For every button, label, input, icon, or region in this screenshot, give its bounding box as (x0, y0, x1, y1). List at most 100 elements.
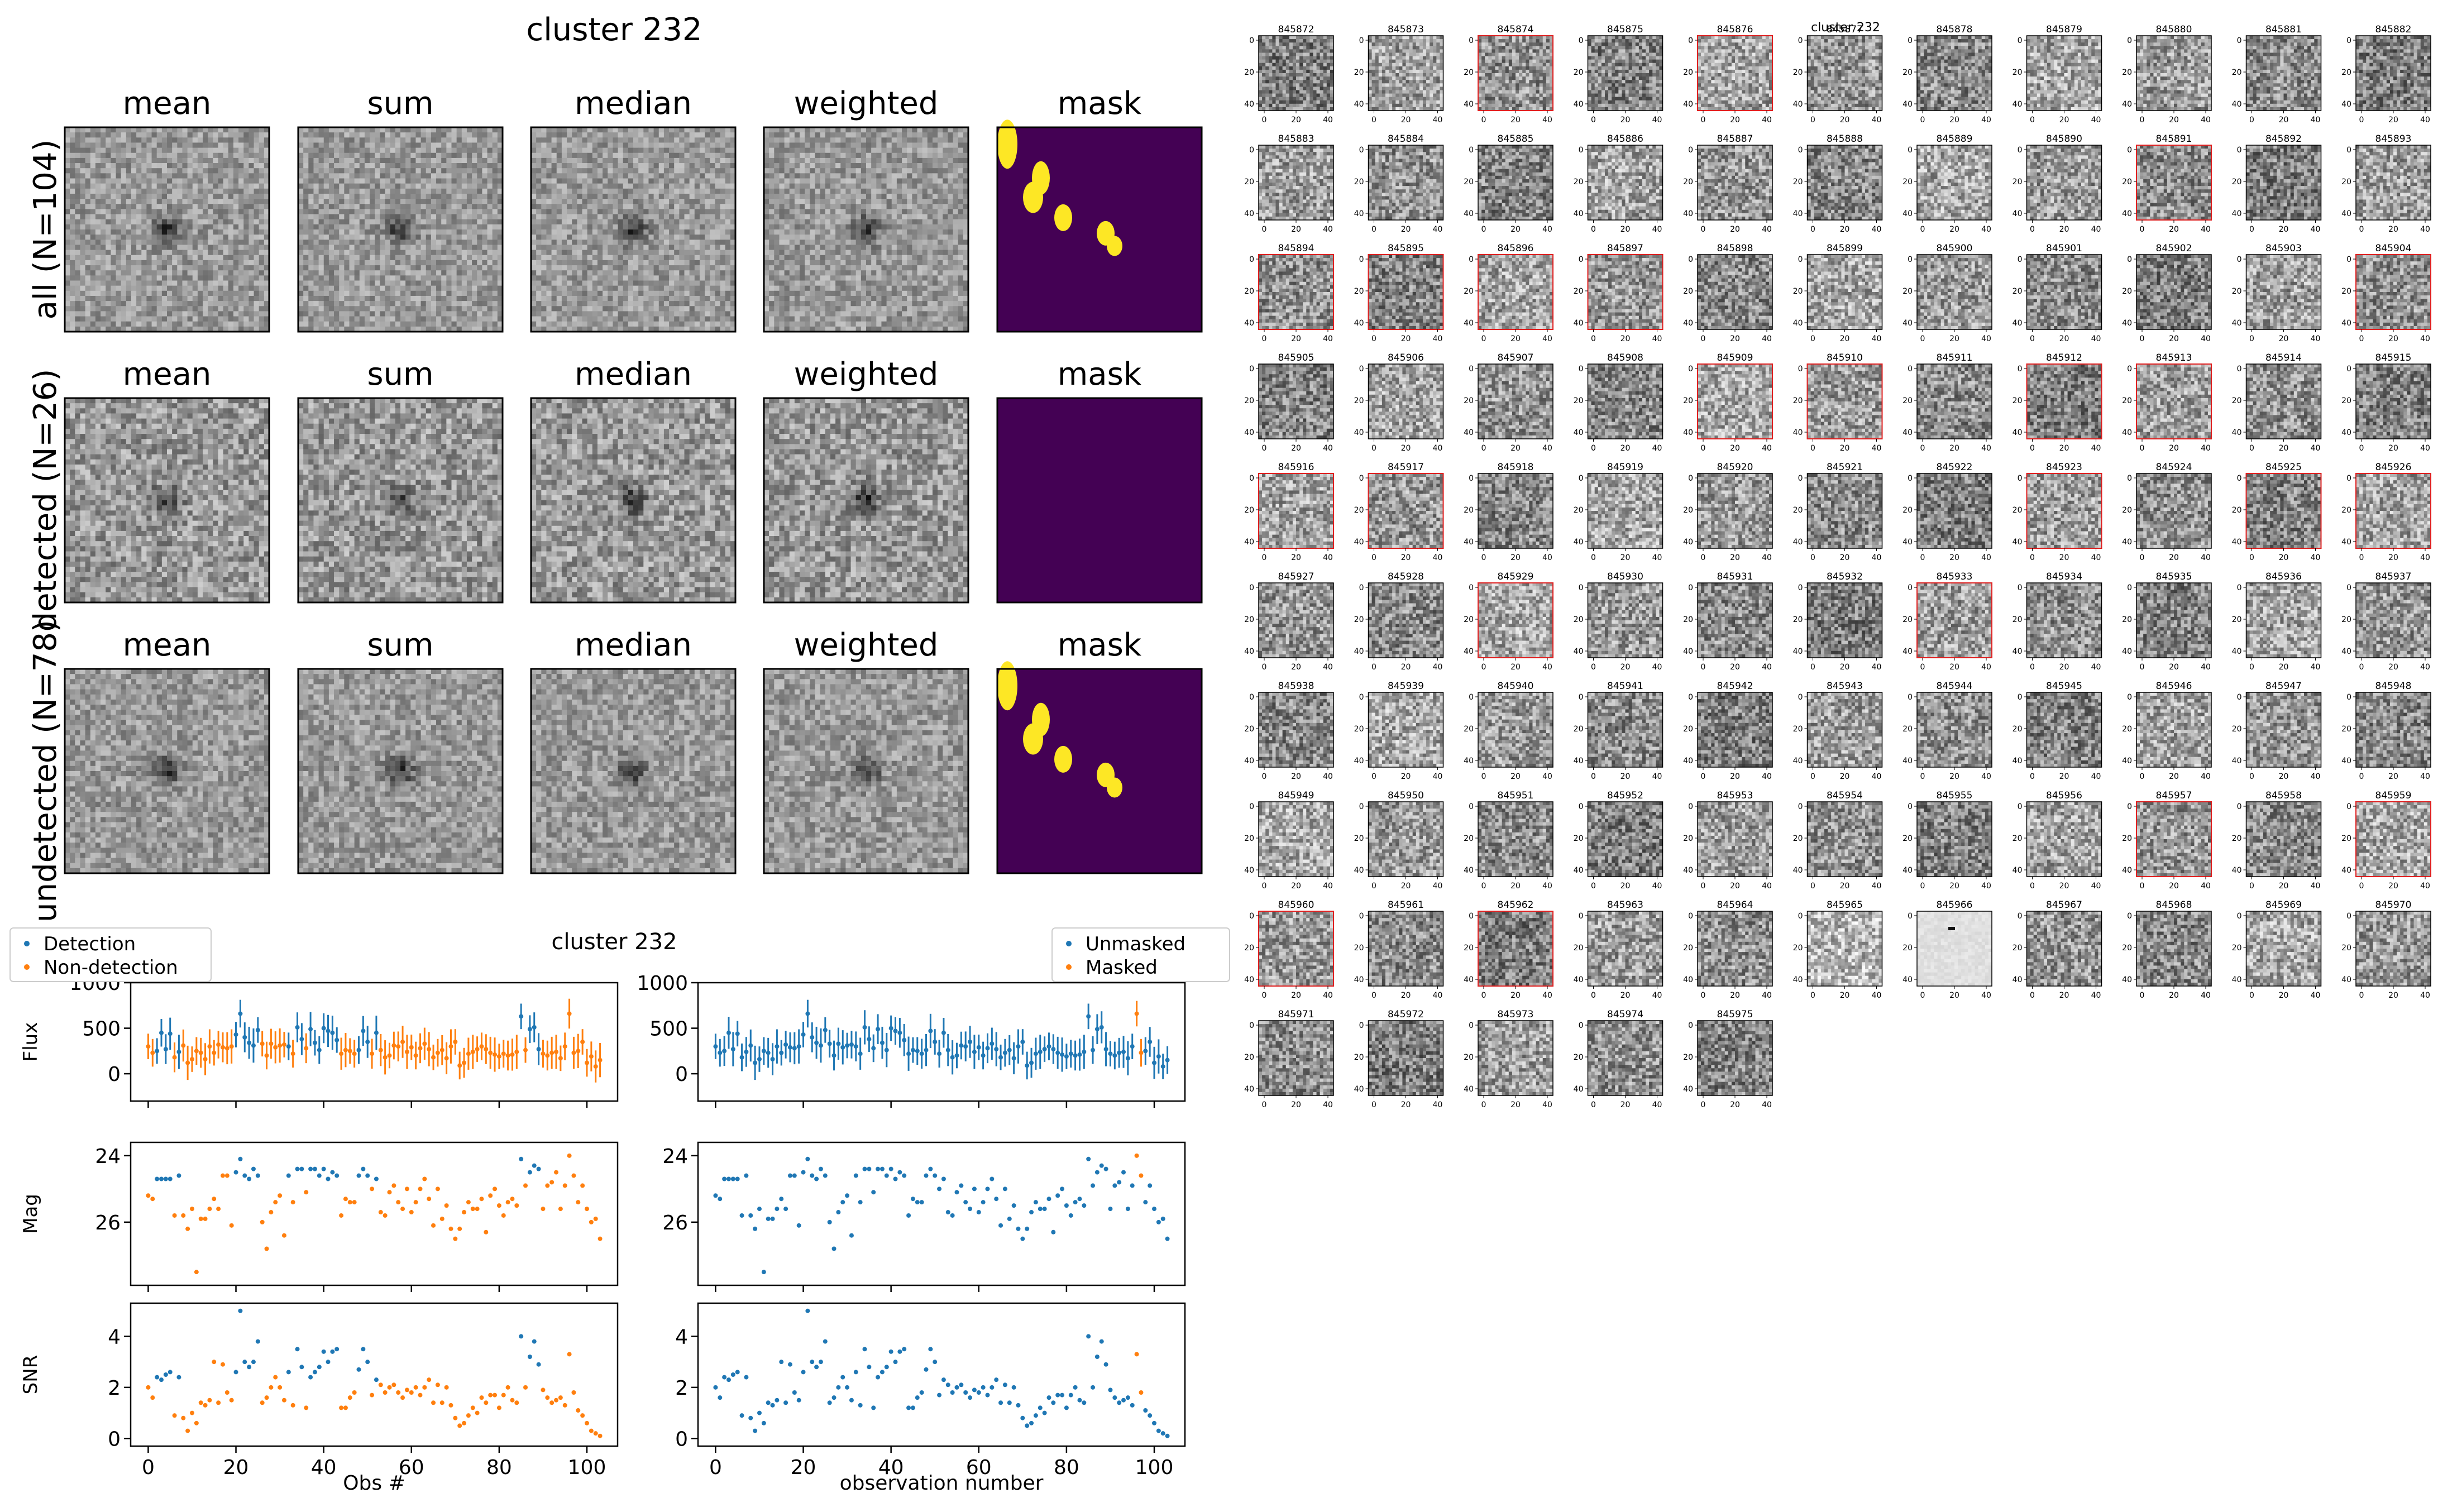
cutout-pixel (1413, 90, 1416, 93)
cutout-pixel (1636, 52, 1639, 56)
data-point (580, 1040, 585, 1044)
cutout-pixel (1636, 101, 1639, 104)
cutout-pixel (1293, 49, 1296, 52)
cutout-pixel (1735, 39, 1738, 42)
cutout-pixel (1595, 83, 1598, 87)
cutout-pixel (1375, 70, 1379, 73)
cutout-pixel (1615, 90, 1618, 93)
data-point (775, 1207, 779, 1211)
cutout-pixel (1409, 80, 1413, 83)
cutout-pixel (1382, 46, 1385, 49)
data-point (396, 1200, 400, 1204)
cutout-pixel (1646, 49, 1649, 52)
cutout-pixel (1629, 80, 1632, 83)
cutout-pixel (1413, 73, 1416, 76)
cutout-pixel (1632, 80, 1636, 83)
data-point (471, 1050, 475, 1054)
cutout-pixel (1546, 87, 1550, 90)
cutout-pixel (1488, 70, 1492, 73)
cutout-pixel (1652, 83, 1656, 87)
cutout-pixel (1279, 104, 1283, 107)
cutout-pixel (1516, 90, 1519, 93)
cutout-pixel (1399, 70, 1402, 73)
cutout-pixel (1516, 73, 1519, 76)
cutout-pixel (1526, 90, 1529, 93)
data-point (453, 1040, 457, 1044)
cutout-pixel (1618, 83, 1622, 87)
cutout-pixel (1327, 60, 1330, 63)
data-point (549, 1400, 554, 1405)
data-point (339, 1051, 343, 1056)
cutout-pixel (1299, 90, 1303, 93)
cutout-pixel (1289, 73, 1293, 76)
data-point (740, 1055, 744, 1060)
cutout-pixel (1323, 94, 1327, 97)
cutout-pixel (1526, 104, 1529, 107)
cutout-pixel (1505, 56, 1509, 60)
cutout-pixel (1283, 56, 1286, 60)
cutout-pixel (1540, 104, 1543, 107)
cutout-pixel (1509, 60, 1512, 63)
cutout-pixel (1372, 70, 1375, 73)
cutout-pixel (1519, 70, 1522, 73)
data-point (1104, 1047, 1108, 1051)
cutout-pixel (1532, 101, 1536, 104)
data-point (436, 1051, 440, 1055)
data-point (810, 1035, 814, 1040)
cutout-pixel (1299, 101, 1303, 104)
cutout-pixel (1618, 87, 1622, 90)
cutout-pixel (1259, 60, 1262, 63)
cutout-pixel (1293, 63, 1296, 66)
cutout-pixel (1265, 46, 1269, 49)
cutout-pixel (1529, 101, 1532, 104)
cutout-pixel (1375, 52, 1379, 56)
x-axis-label-right: observation number (840, 1472, 1044, 1495)
cutout-pixel (1632, 101, 1636, 104)
cutout-pixel (1399, 76, 1402, 80)
cutout-pixel (1591, 76, 1595, 80)
cutout-pixel (1499, 94, 1502, 97)
mask-blob (1107, 236, 1122, 256)
cutout-pixel (1262, 101, 1265, 104)
cutout-pixel (1522, 83, 1526, 87)
cutout-pixel (1283, 94, 1286, 97)
cutout-pixel (1752, 52, 1755, 56)
cutout-pixel (1317, 70, 1320, 73)
cutout-pixel (1262, 39, 1265, 42)
cutout-pixel (1629, 73, 1632, 76)
data-point (744, 1174, 748, 1178)
data-point (185, 1429, 190, 1433)
data-point (845, 1385, 849, 1390)
cutout-pixel (1272, 52, 1275, 56)
data-point (598, 1237, 603, 1241)
data-point (291, 1403, 295, 1408)
cutout-pixel (1323, 101, 1327, 104)
cutout-pixel (1608, 94, 1612, 97)
data-point (549, 1180, 554, 1184)
cutout-pixel (1369, 66, 1372, 70)
data-point (906, 1051, 911, 1056)
cutout-pixel (1492, 73, 1495, 76)
cutout-pixel (1701, 66, 1704, 70)
cutout-pixel (1492, 46, 1495, 49)
cutout-pixel (1639, 56, 1642, 60)
cutout-pixel (1502, 80, 1505, 83)
cutout-pixel (1492, 101, 1495, 104)
cutout-pixel (1375, 39, 1379, 42)
cutout-pixel (1591, 80, 1595, 83)
cutout-pixel (1299, 73, 1303, 76)
cutout-pixel (1392, 60, 1395, 63)
cutout-pixel (1512, 90, 1516, 93)
cutout-pixel (1649, 42, 1652, 46)
data-point (740, 1213, 744, 1218)
cutout-pixel (1296, 90, 1299, 93)
cutout-pixel (1540, 101, 1543, 104)
cutout-pixel (1732, 52, 1735, 56)
cutout-pixel (1509, 42, 1512, 46)
cutout-pixel (1293, 90, 1296, 93)
cutout-pixel (1406, 63, 1409, 66)
cutout-pixel (1289, 46, 1293, 49)
cutout-pixel (1598, 104, 1602, 107)
data-point (576, 1049, 580, 1053)
cutout-pixel (1426, 42, 1430, 46)
